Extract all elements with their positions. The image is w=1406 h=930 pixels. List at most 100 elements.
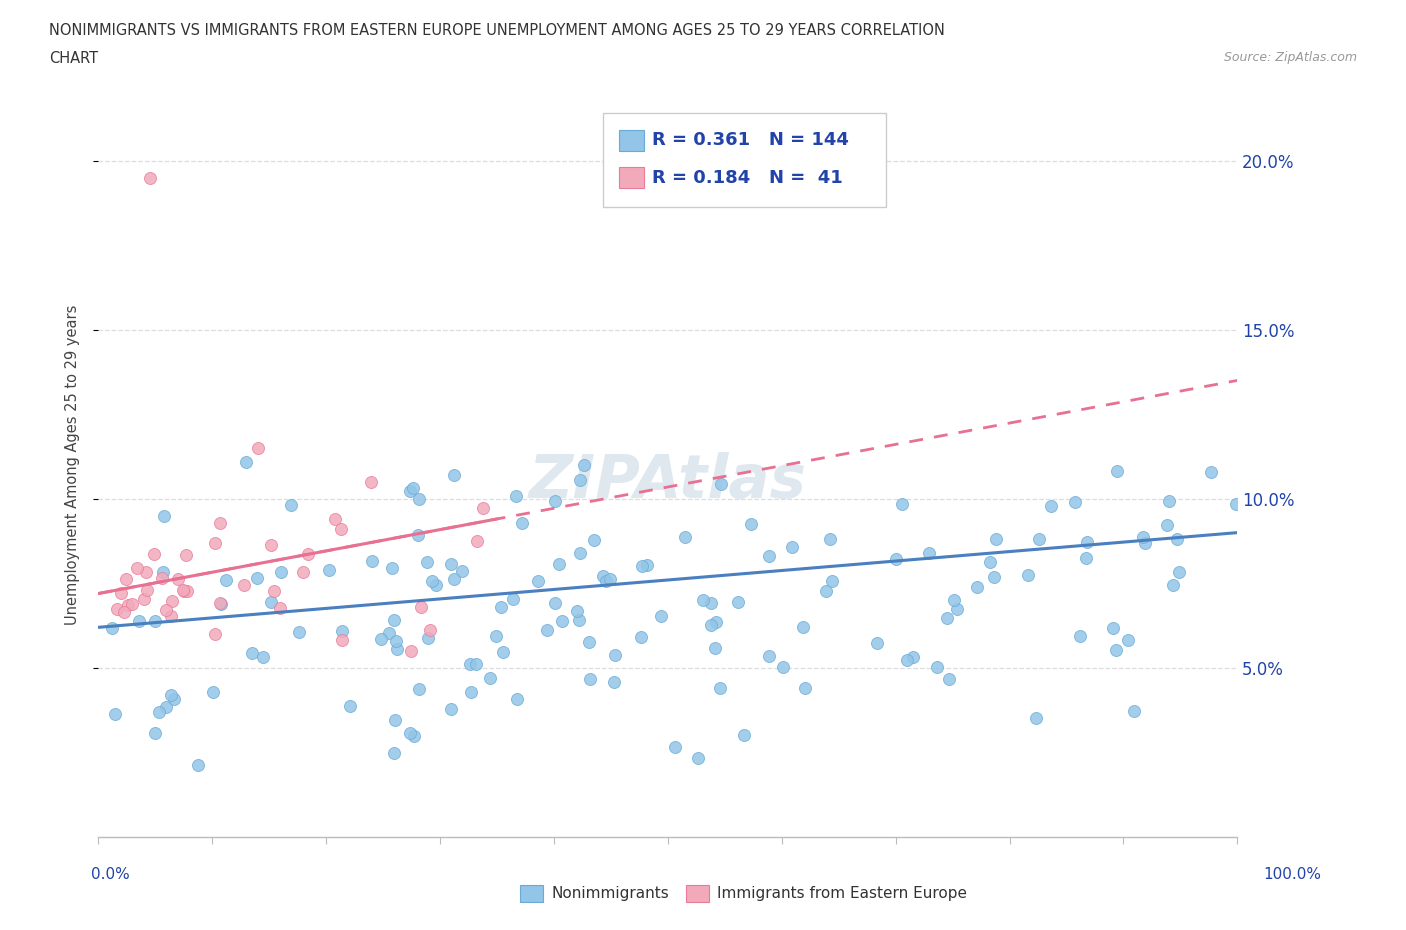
Point [408,527,430,542]
Point [361,553,384,568]
Point [814,583,837,598]
Point [440,557,463,572]
Point [377,626,399,641]
Point [568,612,591,627]
Point [506,692,529,707]
Point [292,565,315,579]
Point [821,573,844,588]
Point [443,468,465,483]
Point [599,572,621,587]
Text: Nonimmigrants: Nonimmigrants [551,886,669,901]
Point [891,497,914,512]
Point [1040,498,1063,513]
Point [1102,621,1125,636]
Point [208,516,231,531]
Point [201,684,224,699]
Point [544,596,567,611]
Point [465,533,488,548]
Point [136,582,159,597]
Point [418,631,440,645]
Point [1064,495,1087,510]
Point [381,561,404,576]
Point [398,725,420,740]
Point [252,649,274,664]
Point [636,557,658,572]
Point [269,600,291,615]
Point [485,629,508,644]
Point [451,564,474,578]
Point [240,645,263,660]
Text: R = 0.184   N =  41: R = 0.184 N = 41 [652,168,844,187]
Point [794,681,817,696]
Point [1157,494,1180,509]
Point [172,582,194,597]
Point [1166,531,1188,546]
Point [1074,551,1097,565]
Point [1199,465,1222,480]
Point [536,623,558,638]
Point [160,608,183,623]
Point [983,570,1005,585]
Point [548,557,571,572]
Point [543,494,565,509]
Point [401,644,423,658]
Point [709,680,731,695]
Point [582,532,605,547]
Point [1132,529,1154,544]
Text: Immigrants from Eastern Europe: Immigrants from Eastern Europe [717,886,967,901]
Point [138,170,160,185]
Point [650,608,672,623]
Text: ZIPAtlas: ZIPAtlas [529,452,807,512]
Point [160,687,183,702]
Point [603,648,626,663]
Point [1069,628,1091,643]
Point [1118,632,1140,647]
Point [925,660,948,675]
Point [1107,464,1129,479]
Point [502,591,524,606]
Point [758,549,780,564]
Point [297,547,319,562]
Point [330,632,353,647]
Point [419,622,441,637]
Point [384,712,406,727]
Point [938,672,960,687]
Point [489,600,512,615]
Point [727,594,749,609]
Point [408,492,430,507]
Point [568,472,591,487]
Text: 100.0%: 100.0% [1264,867,1322,882]
Point [401,481,423,496]
Point [209,597,232,612]
Point [886,551,908,566]
Point [458,657,481,671]
Point [174,548,197,563]
Point [127,561,149,576]
Point [112,604,135,619]
Point [896,652,918,667]
Point [323,512,346,527]
Point [143,546,166,561]
Point [1225,497,1247,512]
Point [110,586,132,601]
Point [1133,535,1156,550]
Point [700,596,723,611]
Point [673,529,696,544]
Text: R = 0.361   N = 144: R = 0.361 N = 144 [652,131,849,150]
Point [602,674,624,689]
Point [979,554,1001,569]
Point [143,725,166,740]
Point [287,625,309,640]
Point [408,682,430,697]
Point [758,648,780,663]
Point [505,488,527,503]
Point [526,574,548,589]
Point [370,631,392,646]
Point [686,751,709,765]
Point [176,584,198,599]
Point [510,515,533,530]
Point [173,583,195,598]
Point [114,571,136,586]
Point [1156,518,1178,533]
Point [946,602,969,617]
